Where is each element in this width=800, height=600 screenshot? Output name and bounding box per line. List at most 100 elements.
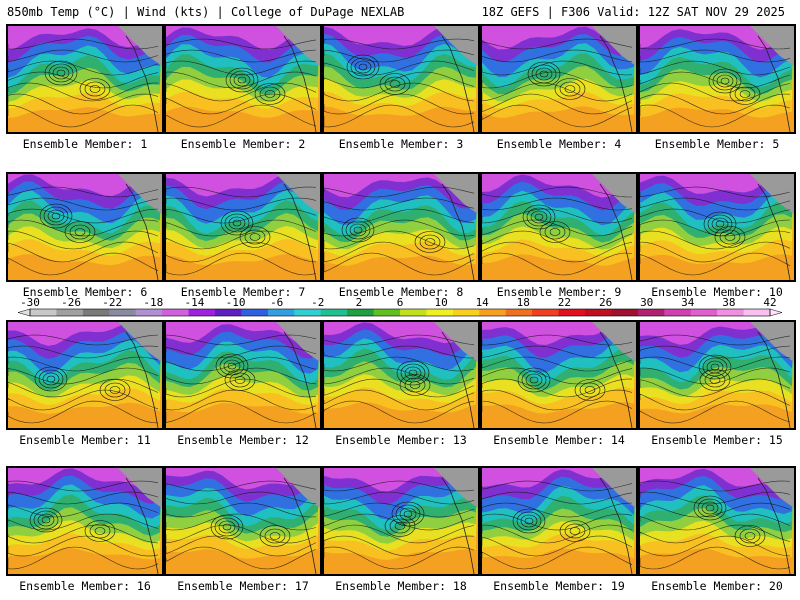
colorbar-segment: [690, 309, 718, 316]
member-map: [6, 172, 164, 282]
ensemble-panel: Ensemble Member: 15: [638, 320, 796, 447]
colorbar-tick-label: 6: [397, 296, 404, 309]
colorbar-tick-label: 22: [558, 296, 571, 309]
member-label: Ensemble Member: 13: [335, 433, 467, 447]
colorbar-segment: [82, 309, 110, 316]
ensemble-panel: Ensemble Member: 17: [164, 466, 322, 593]
colorbar-tick-label: -30: [20, 296, 40, 309]
member-map: [164, 172, 322, 282]
ensemble-panel: Ensemble Member: 5: [638, 24, 796, 151]
member-label: Ensemble Member: 12: [177, 433, 309, 447]
colorbar-tick-label: 14: [476, 296, 490, 309]
colorbar-border: [29, 308, 771, 317]
map-title: 850mb Temp (°C) | Wind (kts) | College o…: [7, 5, 405, 19]
member-label: Ensemble Member: 9: [496, 285, 622, 299]
colorbar-segment: [241, 309, 269, 316]
colorbar-tick-label: 30: [640, 296, 653, 309]
colorbar-segment: [109, 309, 137, 316]
member-label: Ensemble Member: 14: [493, 433, 625, 447]
ensemble-panel: Ensemble Member: 6: [6, 172, 164, 299]
colorbar-tick-label: 38: [722, 296, 735, 309]
colorbar-tick-label: -6: [270, 296, 283, 309]
member-map: [6, 320, 164, 430]
member-map: [638, 466, 796, 576]
member-map: [638, 24, 796, 134]
colorbar-tick-label: -10: [226, 296, 246, 309]
ensemble-panel: Ensemble Member: 3: [322, 24, 480, 151]
colorbar-tick-label: -22: [102, 296, 122, 309]
colorbar-segment: [743, 309, 771, 316]
member-label: Ensemble Member: 10: [651, 285, 783, 299]
colorbar-segment: [373, 309, 401, 316]
ensemble-panel: Ensemble Member: 4: [480, 24, 638, 151]
member-map: [322, 466, 480, 576]
ensemble-panel: Ensemble Member: 16: [6, 466, 164, 593]
ensemble-panel: Ensemble Member: 9: [480, 172, 638, 299]
member-map: [322, 172, 480, 282]
colorbar-segment: [558, 309, 586, 316]
colorbar-segment: [585, 309, 612, 316]
colorbar-segment: [30, 309, 57, 316]
member-label: Ensemble Member: 5: [654, 137, 780, 151]
colorbar-segment: [664, 309, 692, 316]
temperature-colorbar: -30 -26 -22 -18 -14 -10 -6 -2 2 6 10 14 18 22 26 30 34 38…: [17, 296, 783, 317]
member-label: Ensemble Member: 16: [19, 579, 151, 593]
colorbar-segment: [479, 309, 507, 316]
ensemble-panel: Ensemble Member: 10: [638, 172, 796, 299]
colorbar-segment: [637, 309, 665, 316]
colorbar-segment: [532, 309, 559, 316]
colorbar-segment: [347, 309, 374, 316]
colorbar-tick-label: 18: [517, 296, 530, 309]
member-label: Ensemble Member: 6: [22, 285, 148, 299]
member-map: [322, 24, 480, 134]
colorbar-tick-label: 42: [763, 296, 776, 309]
colorbar-segment: [188, 309, 216, 316]
colorbar-segment: [452, 309, 480, 316]
member-label: Ensemble Member: 11: [19, 433, 151, 447]
colorbar-left-arrow: [17, 308, 31, 317]
colorbar-segment: [717, 309, 744, 316]
ensemble-panel: Ensemble Member: 7: [164, 172, 322, 299]
colorbar-tick-label: 34: [681, 296, 695, 309]
colorbar-segment: [215, 309, 242, 316]
member-map: [480, 24, 638, 134]
run-info: 18Z GEFS | F306 Valid: 12Z SAT NOV 29 20…: [481, 5, 785, 19]
ensemble-panel: Ensemble Member: 12: [164, 320, 322, 447]
member-label: Ensemble Member: 2: [180, 137, 306, 151]
member-map: [322, 320, 480, 430]
member-label: Ensemble Member: 18: [335, 579, 467, 593]
colorbar-tick-label: 10: [434, 296, 447, 309]
member-map: [480, 172, 638, 282]
ensemble-panel: Ensemble Member: 1: [6, 24, 164, 151]
member-label: Ensemble Member: 17: [177, 579, 309, 593]
ensemble-panel: Ensemble Member: 19: [480, 466, 638, 593]
colorbar-tick-label: -2: [311, 296, 324, 309]
member-label: Ensemble Member: 20: [651, 579, 783, 593]
member-label: Ensemble Member: 7: [180, 285, 306, 299]
colorbar-segment: [426, 309, 454, 316]
colorbar-segment: [56, 309, 84, 316]
member-map: [164, 466, 322, 576]
member-map: [6, 24, 164, 134]
colorbar-segment: [611, 309, 639, 316]
colorbar-tick-label: -18: [143, 296, 163, 309]
member-label: Ensemble Member: 15: [651, 433, 783, 447]
ensemble-panel: Ensemble Member: 2: [164, 24, 322, 151]
member-label: Ensemble Member: 4: [496, 137, 622, 151]
member-label: Ensemble Member: 1: [22, 137, 148, 151]
ensemble-panel: Ensemble Member: 13: [322, 320, 480, 447]
colorbar-tick-label: -14: [184, 296, 204, 309]
ensemble-panel: Ensemble Member: 20: [638, 466, 796, 593]
colorbar-segment: [400, 309, 427, 316]
ensemble-panel: Ensemble Member: 11: [6, 320, 164, 447]
member-map: [164, 320, 322, 430]
ensemble-panel: Ensemble Member: 18: [322, 466, 480, 593]
colorbar-segment: [267, 309, 295, 316]
member-label: Ensemble Member: 8: [338, 285, 464, 299]
ensemble-panel: Ensemble Member: 8: [322, 172, 480, 299]
ensemble-panel: Ensemble Member: 14: [480, 320, 638, 447]
member-label: Ensemble Member: 19: [493, 579, 625, 593]
member-map: [638, 172, 796, 282]
member-map: [480, 320, 638, 430]
member-label: Ensemble Member: 3: [338, 137, 464, 151]
